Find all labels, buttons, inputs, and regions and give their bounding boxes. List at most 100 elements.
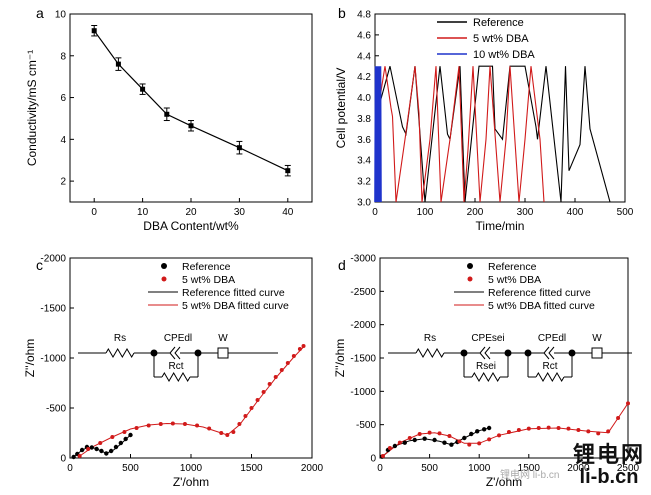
reference-point [392, 443, 398, 449]
logo-en: li-b.cn [579, 466, 639, 488]
panel-d-ytick-label: -3000 [350, 254, 376, 265]
panel-d-xtick-label: 2500 [617, 463, 640, 474]
dba5-point [297, 347, 302, 351]
dba5-point [261, 390, 266, 394]
legend-label: 5 wt% DBA [488, 274, 541, 286]
dba5-point [380, 454, 385, 458]
reference-point [123, 436, 128, 442]
panel-d-xtick-label: 2000 [567, 463, 590, 474]
dba5-point [285, 361, 290, 365]
dba5-point [477, 441, 482, 446]
panel-a-xtick-label: 10 [137, 207, 149, 218]
reference-point [449, 442, 454, 447]
reference-point [469, 431, 474, 437]
resistor-rs [105, 348, 135, 358]
legend-label: Reference fitted curve [182, 287, 285, 299]
dba5-point [77, 454, 82, 458]
dba5-point [225, 433, 230, 437]
cpe-element [548, 346, 555, 360]
warburg-element [217, 347, 229, 359]
reference-point [442, 440, 447, 445]
panel-c-xtick-label: 1500 [240, 463, 263, 474]
reference-point [71, 454, 76, 460]
dba5-point [291, 354, 296, 358]
panel-b-xtick-label: 100 [417, 207, 434, 218]
panel-c-ytick-label: 0 [60, 454, 66, 465]
resistor-rs [415, 348, 445, 358]
panel-c-xtick-label: 1000 [180, 463, 203, 474]
reference-point [486, 425, 492, 431]
legend-label: 5 wt% DBA fitted curve [488, 300, 595, 312]
dba5-point [110, 435, 115, 439]
dba5-point [506, 430, 511, 434]
circuit-label: CPEdl [164, 333, 192, 344]
panel-a-frame [69, 13, 313, 203]
cpe-element [484, 346, 491, 360]
dba5-point [207, 426, 212, 431]
cpe-element [479, 346, 486, 360]
dba5-point [556, 426, 561, 430]
panel-c-xtick-label: 0 [67, 463, 73, 474]
circuit-label: CPEsei [471, 333, 504, 344]
panel-c-xtick-label: 500 [122, 463, 139, 474]
dba5-point [427, 430, 432, 435]
panel-a-ytick-label: 8 [60, 51, 66, 62]
dba5-point [606, 429, 611, 434]
reference-point [89, 445, 94, 450]
reference-point [462, 435, 467, 441]
legend-label: Reference fitted curve [488, 287, 591, 299]
legend-marker [161, 263, 167, 269]
panel-a-ylabel: Conductivity/mS cm⁻¹ [25, 50, 39, 166]
reference-point [108, 448, 114, 454]
legend-label: 5 wt% DBA [473, 33, 529, 45]
dba5-point [516, 428, 521, 432]
conductivity-line [93, 30, 289, 172]
dba5-point [407, 436, 412, 440]
dba5-point [122, 430, 127, 434]
panel-d-ylabel: Z''/ohm [333, 339, 347, 378]
circuit-label: W [218, 333, 228, 344]
reference-point [104, 451, 109, 456]
dba5-point [546, 425, 551, 430]
dba5-point [596, 431, 601, 436]
panel-b-xlabel: Time/min [476, 219, 525, 233]
reference-point [118, 440, 124, 446]
watermark-subtext: 锂电网 li-b.cn [500, 470, 560, 481]
resistor-r [161, 372, 191, 382]
dba5-point [146, 423, 151, 428]
panel-d-xlabel: Z'/ohm [486, 475, 522, 489]
reference-point [128, 432, 133, 438]
dba5-point [417, 432, 422, 436]
warburg-element [591, 347, 603, 359]
panel-b-xtick-label: 200 [467, 207, 484, 218]
data-point [164, 111, 170, 117]
panel-b-xtick-label: 400 [567, 207, 584, 218]
dba5-point [279, 368, 284, 372]
series-reference [374, 65, 611, 203]
panel-b-xtick-label: 0 [372, 207, 378, 218]
equivalent-circuit [388, 346, 632, 382]
resistor-r [471, 372, 501, 382]
cpe-element [543, 346, 550, 360]
panel-d-ytick-label: -1500 [350, 354, 376, 365]
circuit-label: Rsei [476, 361, 496, 372]
panel-b-ylabel: Cell potential/V [334, 68, 348, 149]
legend-label: 10 wt% DBA [473, 49, 535, 61]
dba5-point [255, 398, 260, 402]
dba5-point [98, 441, 103, 445]
data-point [91, 28, 97, 34]
dba5-point [626, 401, 630, 406]
circuit-label: W [592, 333, 602, 344]
panel-a-ytick-label: 2 [60, 177, 66, 188]
dba5-point [497, 433, 502, 438]
data-point [115, 61, 121, 67]
circuit-label: CPEdl [538, 333, 566, 344]
equivalent-circuit [78, 346, 278, 382]
legend-marker [467, 276, 473, 282]
reference-point [113, 444, 119, 450]
panel-c-letter: c [36, 257, 43, 273]
dba5-point [219, 431, 224, 435]
reference-point [422, 436, 427, 441]
dba5-point [86, 447, 91, 451]
dba5-point [487, 437, 492, 442]
